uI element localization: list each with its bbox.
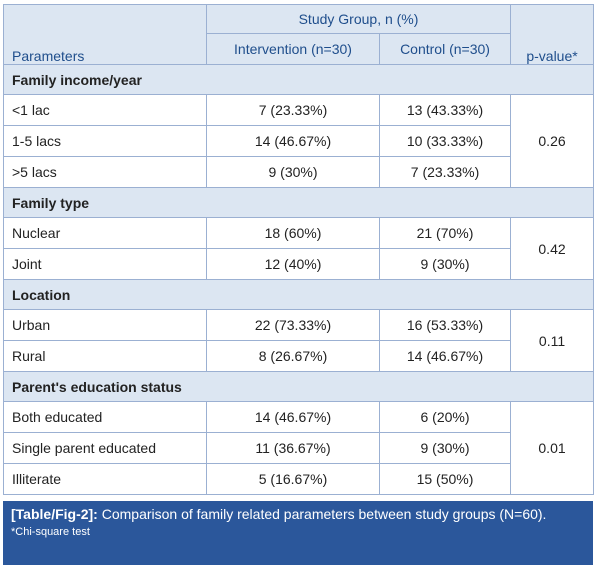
table-caption: [Table/Fig-2]: Comparison of family rela… [3, 501, 593, 565]
caption-label: [Table/Fig-2]: [11, 506, 98, 522]
table-row: Illiterate 5 (16.67%) 15 (50%) [3, 463, 594, 495]
section-title: Location [2, 279, 595, 310]
table-row: <1 lac 7 (23.33%) 13 (43.33%) 0.26 [3, 94, 595, 188]
control-cell: 10 (33.33%) [378, 125, 512, 157]
table-row: Both educated 14 (46.67%) 6 (20%) 0.01 [3, 401, 595, 495]
row-label: Single parent educated [3, 432, 207, 464]
control-cell: 14 (46.67%) [378, 340, 512, 372]
caption-text: Comparison of family related parameters … [97, 506, 547, 522]
pvalue-cell: 0.11 [510, 309, 595, 372]
row-label: >5 lacs [3, 156, 207, 188]
row-label: Joint [3, 248, 207, 280]
table-row: >5 lacs 9 (30%) 7 (23.33%) [3, 156, 594, 188]
intervention-cell: 5 (16.67%) [206, 463, 380, 495]
section-row: Family income/year [2, 64, 595, 95]
section-row: Parent's education status [2, 371, 595, 402]
section-title: Family income/year [2, 64, 595, 95]
intervention-cell: 22 (73.33%) [206, 309, 380, 341]
row-label: <1 lac [3, 94, 207, 126]
control-cell: 21 (70%) [378, 217, 512, 249]
intervention-cell: 8 (26.67%) [206, 340, 380, 372]
section-title: Family type [2, 187, 595, 218]
control-cell: 13 (43.33%) [378, 94, 512, 126]
table-row: Joint 12 (40%) 9 (30%) [3, 248, 594, 280]
section-title: Parent's education status [2, 371, 595, 402]
intervention-cell: 7 (23.33%) [206, 94, 380, 126]
study-group-header: Study Group, n (%) [205, 4, 512, 34]
table-row: Urban 22 (73.33%) 16 (53.33%) 0.11 [3, 309, 595, 372]
table-row: Single parent educated 11 (36.67%) 9 (30%) [3, 432, 594, 464]
caption-footnote: *Chi-square test [11, 526, 90, 538]
intervention-cell: 9 (30%) [206, 156, 380, 188]
control-cell: 16 (53.33%) [378, 309, 512, 341]
row-label: Nuclear [3, 217, 207, 249]
control-cell: 7 (23.33%) [378, 156, 512, 188]
intervention-header: Intervention (n=30) [206, 33, 380, 65]
pvalue-header: p-value* [510, 4, 595, 65]
parameters-header: Parameters [3, 4, 207, 65]
intervention-cell: 12 (40%) [206, 248, 380, 280]
table-body: Family income/year <1 lac 7 (23.33%) 13 (43… [2, 64, 595, 495]
intervention-cell: 14 (46.67%) [206, 125, 380, 157]
table-row: Rural 8 (26.67%) 14 (46.67%) [3, 340, 594, 372]
row-label: Rural [3, 340, 207, 372]
table-row: 1-5 lacs 14 (46.67%) 10 (33.33%) [3, 125, 594, 157]
row-label: Urban [3, 309, 207, 341]
control-cell: 9 (30%) [378, 432, 512, 464]
table-row: Nuclear 18 (60%) 21 (70%) 0.42 [3, 217, 595, 280]
intervention-cell: 11 (36.67%) [206, 432, 380, 464]
pvalue-cell: 0.26 [510, 94, 595, 188]
row-label: 1-5 lacs [3, 125, 207, 157]
section-row: Family type [2, 187, 595, 218]
pvalue-cell: 0.42 [510, 217, 595, 280]
intervention-cell: 18 (60%) [206, 217, 380, 249]
control-cell: 9 (30%) [378, 248, 512, 280]
table-header: Parameters Study Group, n (%) p-value* I… [3, 4, 595, 65]
control-header: Control (n=30) [378, 33, 512, 65]
section-row: Location [2, 279, 595, 310]
row-label: Both educated [3, 401, 207, 433]
data-table: Parameters Study Group, n (%) p-value* I… [2, 4, 595, 495]
control-cell: 6 (20%) [378, 401, 512, 433]
control-cell: 15 (50%) [378, 463, 512, 495]
row-label: Illiterate [3, 463, 207, 495]
pvalue-cell: 0.01 [510, 401, 595, 495]
intervention-cell: 14 (46.67%) [206, 401, 380, 433]
